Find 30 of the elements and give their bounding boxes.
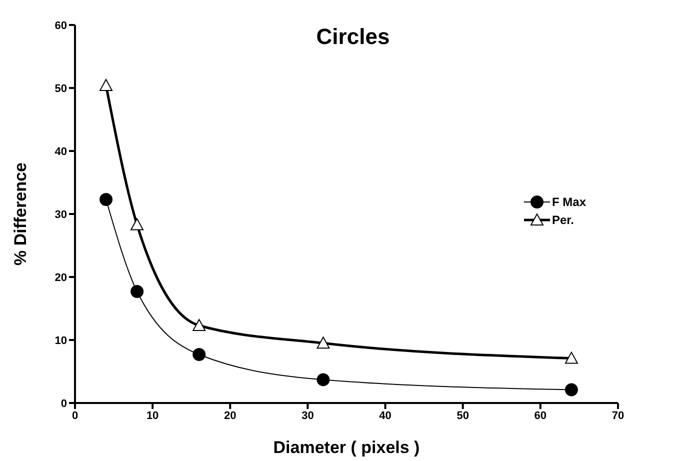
point <box>192 348 206 361</box>
point <box>100 78 113 91</box>
y-tick-label: 40 <box>54 146 67 158</box>
legend-label: Per. <box>552 213 574 227</box>
y-tick-label: 20 <box>54 272 67 284</box>
point <box>564 352 578 364</box>
point <box>192 319 206 332</box>
x-tick-label: 50 <box>456 410 469 422</box>
point <box>316 373 330 386</box>
y-tick-label: 60 <box>54 20 67 32</box>
x-axis-title: Diameter ( pixels ) <box>273 438 420 457</box>
x-tick-label: 10 <box>146 410 159 422</box>
legend-label: F Max <box>552 195 586 209</box>
point <box>100 193 113 206</box>
y-tick-label: 0 <box>60 398 67 410</box>
x-tick-label: 30 <box>302 410 314 422</box>
point <box>316 336 330 349</box>
x-tick-label: 40 <box>379 410 392 422</box>
point <box>130 218 144 230</box>
point <box>130 284 144 298</box>
point <box>564 383 578 396</box>
y-tick-label: 30 <box>54 208 67 221</box>
x-tick-label: 20 <box>224 410 236 422</box>
y-axis-title: % Difference <box>11 162 30 266</box>
chart-title: Circles <box>316 24 390 49</box>
y-tick-label: 50 <box>54 82 67 95</box>
x-tick-label: 0 <box>72 410 78 422</box>
x-tick-label: 70 <box>612 410 624 422</box>
y-tick-label: 10 <box>54 334 67 347</box>
x-tick-label: 60 <box>534 410 547 422</box>
